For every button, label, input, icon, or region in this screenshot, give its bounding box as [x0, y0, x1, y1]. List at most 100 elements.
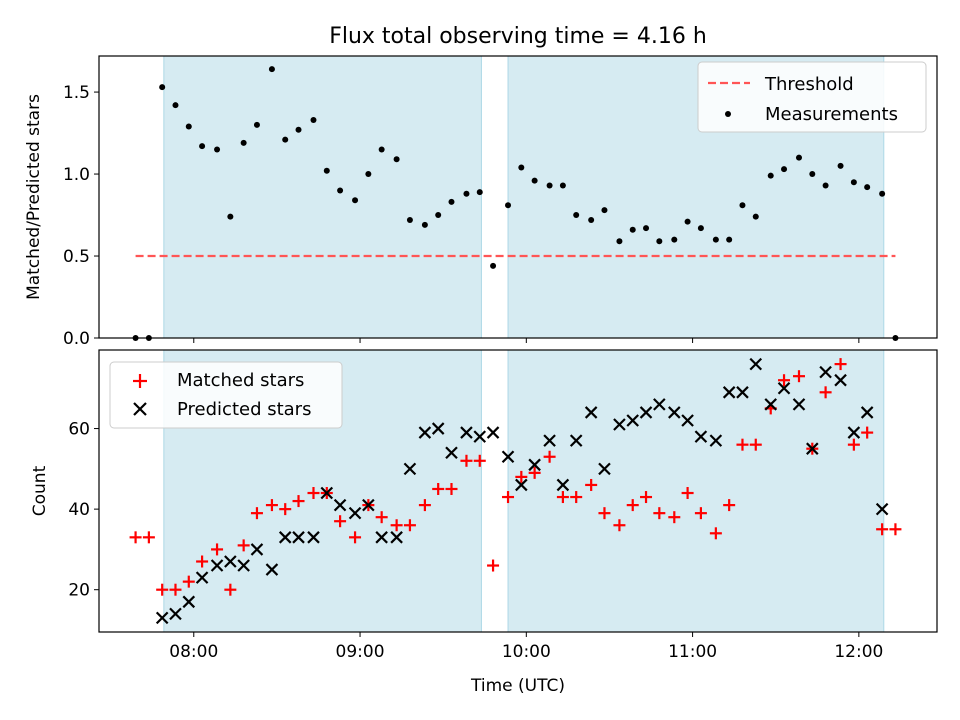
matched-star-marker [237, 539, 250, 552]
predicted-star-marker [834, 373, 847, 387]
bottom-xtick-label: 09:00 [336, 642, 385, 662]
matched-star-marker [265, 499, 278, 512]
measurement-point [518, 164, 525, 171]
predicted-star-marker [403, 462, 417, 476]
matched-star-marker [487, 559, 500, 572]
measurement-point [310, 116, 317, 123]
matched-star-marker [528, 466, 541, 479]
predicted-star-marker [792, 398, 806, 411]
matched-star-marker [142, 531, 155, 544]
predicted-star-marker [556, 478, 570, 492]
top-frame [98, 55, 938, 339]
measurement-point [365, 171, 372, 178]
measurement-point [531, 177, 538, 184]
predicted-star-marker [722, 386, 736, 399]
predicted-star-marker [169, 607, 182, 621]
bottom-y-axis-label: Count [30, 465, 50, 516]
measurement-point [559, 182, 566, 189]
matched-star-marker [668, 511, 681, 524]
measurement-point [850, 179, 857, 186]
predicted-star-marker [307, 531, 320, 544]
measurement-point [476, 189, 483, 196]
matched-star-marker [211, 543, 224, 556]
measurement-point [739, 202, 746, 209]
matched-star-marker [598, 507, 611, 520]
matched-star-marker [723, 499, 736, 512]
bottom-xtick-label: 11:00 [668, 642, 717, 662]
legend-threshold-label: Threshold [764, 74, 854, 95]
predicted-star-marker [543, 434, 556, 447]
matched-star-marker [250, 507, 263, 520]
measurement-point [406, 216, 413, 223]
predicted-star-marker [460, 426, 473, 439]
bottom-ytick-label: 20 [68, 581, 90, 601]
matched-star-marker [307, 487, 320, 500]
matched-star-marker [279, 503, 292, 516]
measurement-point [323, 167, 330, 174]
measurement-point [199, 143, 206, 150]
matched-star-marker [129, 531, 142, 544]
measurement-point [172, 102, 179, 109]
top-ytick-label: 0.5 [63, 247, 90, 267]
matched-star-marker [889, 523, 902, 536]
matched-star-marker [819, 386, 832, 399]
predicted-star-marker [528, 458, 541, 472]
predicted-star-marker [320, 486, 334, 500]
predicted-star-marker [639, 406, 653, 419]
measurement-point [185, 123, 192, 130]
measurement-point [227, 213, 234, 220]
matched-star-marker [834, 358, 847, 371]
matched-star-marker [390, 519, 403, 532]
predicted-star-marker [182, 595, 196, 609]
bottom-ytick-label: 40 [68, 500, 90, 520]
bottom-frame [98, 349, 938, 633]
predicted-star-marker [375, 531, 388, 544]
measurement-point [643, 225, 650, 232]
matched-stars-markers [129, 358, 902, 596]
bottom-axes: 20 40 60 08:00 09:00 10:00 11:00 12:00 [68, 349, 938, 662]
predicted-star-marker [418, 426, 432, 439]
predicted-star-marker [333, 498, 347, 512]
measurement-point [546, 182, 553, 189]
predicted-star-marker [224, 555, 237, 568]
predicted-star-marker [584, 406, 598, 419]
measurement-point [268, 66, 275, 73]
measurement-point [629, 226, 636, 233]
predicted-star-marker [390, 531, 403, 544]
top-legend: Threshold Measurements [697, 61, 927, 133]
predicted-star-marker [875, 502, 889, 516]
matched-star-marker [876, 523, 889, 536]
matched-star-marker [418, 499, 431, 512]
matched-star-marker [196, 555, 209, 568]
matched-star-marker [502, 491, 515, 504]
measurement-point [295, 126, 302, 133]
measurement-point [671, 236, 678, 243]
measurement-point [282, 136, 289, 143]
matched-star-marker [515, 470, 528, 483]
legend-matched-label: Matched stars [177, 370, 304, 391]
measurement-point [505, 202, 512, 209]
predicted-star-marker [445, 446, 458, 460]
matched-star-marker [473, 454, 486, 467]
predicted-star-marker [598, 462, 611, 476]
matched-star-marker [334, 515, 347, 528]
bottom-legend: Matched stars Predicted stars [109, 361, 343, 429]
measurement-point [352, 197, 359, 204]
matched-star-marker [778, 374, 791, 387]
predicted-star-marker [569, 434, 583, 447]
matched-star-marker [375, 511, 388, 524]
top-axes: 0.0 0.5 1.0 1.5 [63, 55, 938, 349]
matched-star-marker [224, 583, 237, 596]
matched-star-marker [736, 438, 749, 451]
measurement-point [601, 207, 608, 214]
measurement-point [822, 182, 829, 189]
matched-star-marker [613, 519, 626, 532]
matched-star-marker [749, 438, 762, 451]
measurement-point [752, 213, 759, 220]
predicted-star-marker [694, 430, 708, 443]
matched-star-marker [709, 527, 722, 540]
top-legend-box [697, 61, 927, 133]
measurement-point [588, 216, 595, 223]
legend-predicted-swatch [133, 402, 147, 416]
matched-star-marker [653, 507, 666, 520]
